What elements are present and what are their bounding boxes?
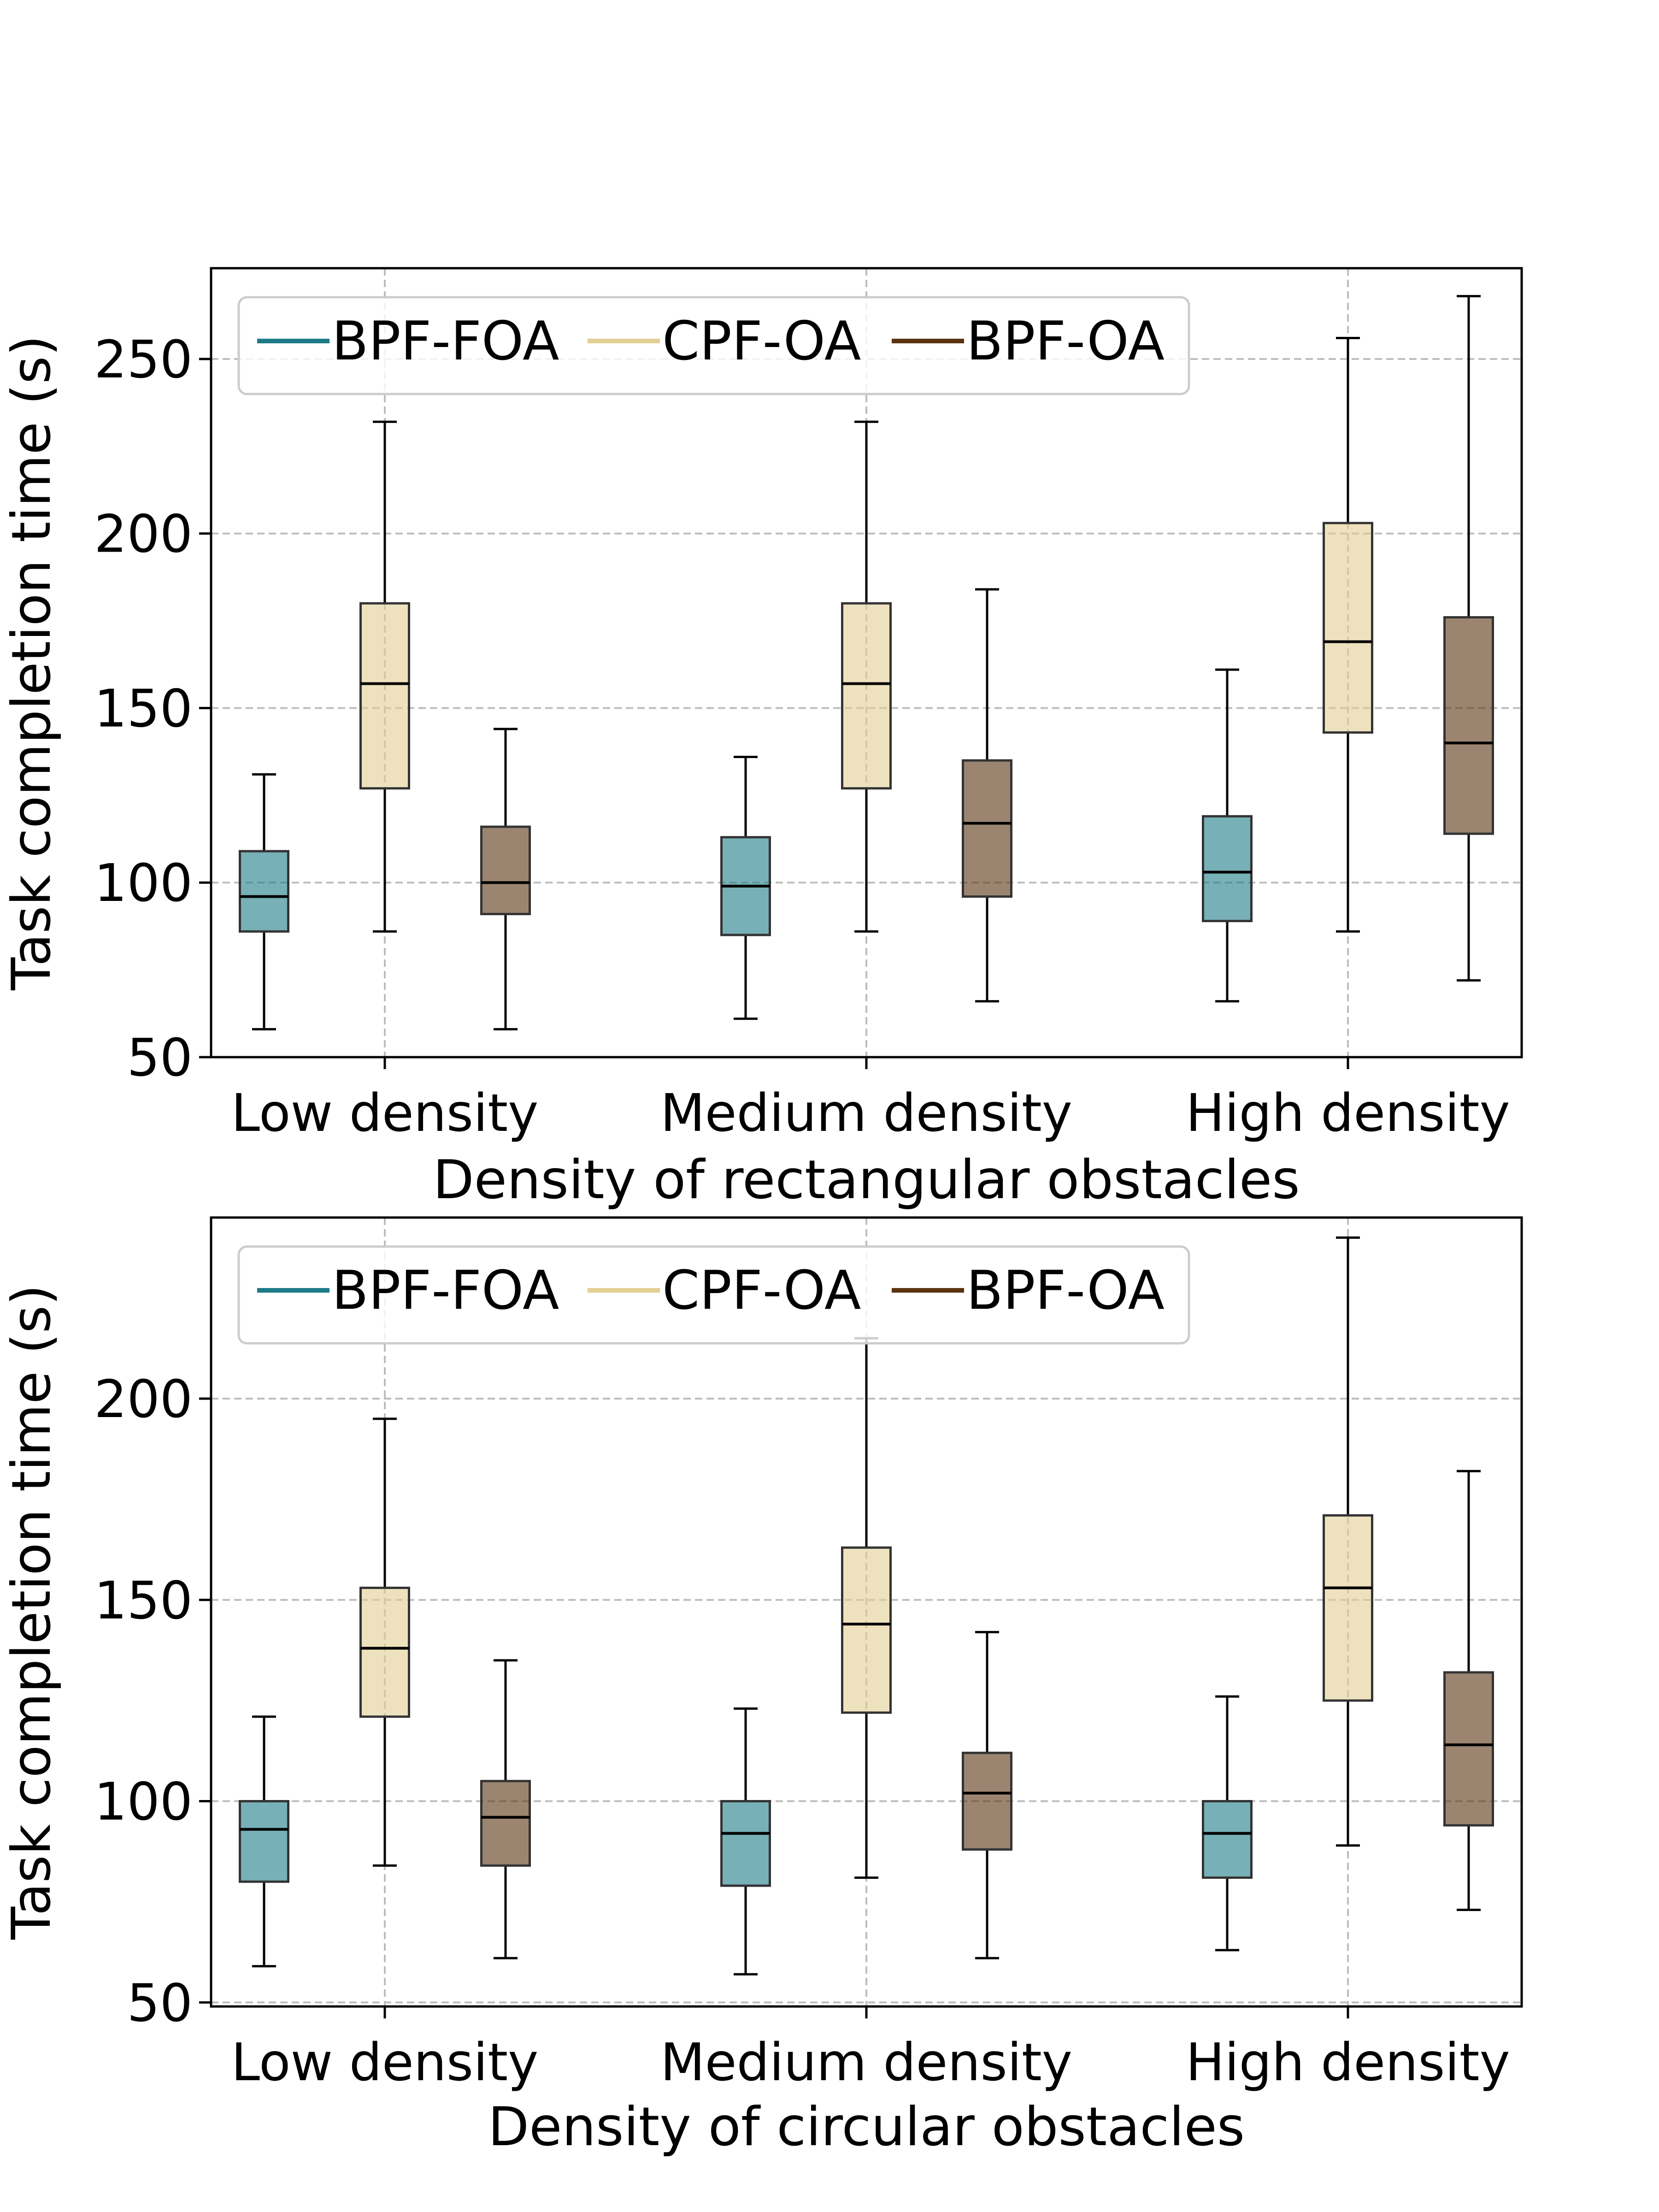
x-tick-label-high-density: High density [1186, 1083, 1510, 1143]
box-cpf-oa-low-density [359, 420, 410, 933]
chart-rectangular-obstacles: 50 100 150 200 250 Low density Medium density… [0, 267, 1523, 1211]
box-bpf-oa-low-density [480, 1659, 531, 1959]
box-body [1443, 1671, 1494, 1827]
box-body [359, 1587, 410, 1718]
x-tick-label-medium-density: Medium density [660, 1083, 1072, 1143]
box-body [841, 602, 892, 790]
legend-label-bpf-oa: BPF-OA [966, 1259, 1165, 1322]
x-tick-label-medium-density: Medium density [660, 2033, 1072, 2093]
x-axis-ticks: Low density Medium density High density [231, 2006, 1510, 2093]
y-axis-ticks: 50 100 150 200 [94, 1370, 211, 2033]
legend-label-bpf-oa: BPF-OA [966, 310, 1165, 372]
y-tick-label-50: 50 [127, 1973, 193, 2033]
boxplot-marks [239, 295, 1494, 1030]
y-axis-ticks: 50 100 150 200 250 [94, 330, 211, 1088]
box-bpf-foa-high-density [1202, 668, 1253, 1003]
box-body [841, 1546, 892, 1714]
y-tick-label-150: 150 [94, 1571, 193, 1631]
box-cpf-oa-low-density [359, 1418, 410, 1867]
boxplot-marks [239, 1236, 1494, 1976]
box-body [239, 1800, 289, 1883]
chart-circular-obstacles: 50 100 150 200 Low density Medium density Hig… [0, 1216, 1523, 2158]
box-body [720, 1800, 771, 1887]
box-cpf-oa-high-density [1323, 337, 1373, 933]
box-cpf-oa-medium-density [841, 1337, 892, 1879]
box-body [1443, 616, 1494, 835]
legend-label-cpf-oa: CPF-OA [662, 310, 861, 372]
legend-frame [237, 296, 1190, 395]
y-axis-label: Task completion time (s) [0, 335, 63, 990]
box-bpf-oa-high-density [1443, 295, 1494, 982]
box-bpf-foa-low-density [239, 1715, 289, 1968]
box-body [1323, 1514, 1373, 1702]
box-bpf-oa-low-density [480, 728, 531, 1030]
legend-label-bpf-foa: BPF-FOA [332, 310, 559, 372]
box-cpf-oa-high-density [1323, 1236, 1373, 1847]
y-tick-label-200: 200 [94, 1370, 193, 1430]
y-tick-label-150: 150 [94, 679, 193, 739]
box-body [962, 1752, 1012, 1851]
x-axis-label: Density of rectangular obstacles [433, 1149, 1300, 1211]
y-tick-label-250: 250 [94, 330, 193, 390]
box-body [359, 602, 410, 790]
y-tick-label-100: 100 [94, 1772, 193, 1832]
legend: BPF-FOA CPF-OA BPF-OA [237, 296, 1190, 395]
box-body [1202, 815, 1253, 923]
box-body [480, 1780, 531, 1867]
x-axis-ticks: Low density Medium density High density [231, 1057, 1510, 1143]
x-axis-label: Density of circular obstacles [488, 2096, 1245, 2158]
legend: BPF-FOA CPF-OA BPF-OA [237, 1245, 1190, 1345]
box-body [239, 850, 289, 933]
x-tick-label-high-density: High density [1186, 2033, 1510, 2093]
box-cpf-oa-medium-density [841, 420, 892, 933]
y-tick-label-50: 50 [127, 1028, 193, 1088]
legend-label-cpf-oa: CPF-OA [662, 1259, 861, 1322]
y-tick-label-100: 100 [94, 853, 193, 913]
box-body [1202, 1800, 1253, 1879]
box-bpf-foa-low-density [239, 773, 289, 1030]
legend-label-bpf-foa: BPF-FOA [332, 1259, 559, 1322]
box-body [962, 759, 1012, 898]
y-tick-label-200: 200 [94, 505, 193, 565]
box-bpf-oa-medium-density [962, 588, 1012, 1003]
box-bpf-foa-medium-density [720, 1707, 771, 1976]
box-bpf-oa-high-density [1443, 1470, 1494, 1911]
legend-frame [237, 1245, 1190, 1345]
box-bpf-foa-high-density [1202, 1695, 1253, 1952]
box-bpf-oa-medium-density [962, 1631, 1012, 1959]
box-body [480, 825, 531, 915]
box-bpf-foa-medium-density [720, 756, 771, 1020]
x-tick-label-low-density: Low density [231, 2033, 539, 2093]
box-body [1323, 522, 1373, 734]
y-axis-label: Task completion time (s) [0, 1284, 63, 1940]
x-tick-label-low-density: Low density [231, 1083, 539, 1143]
